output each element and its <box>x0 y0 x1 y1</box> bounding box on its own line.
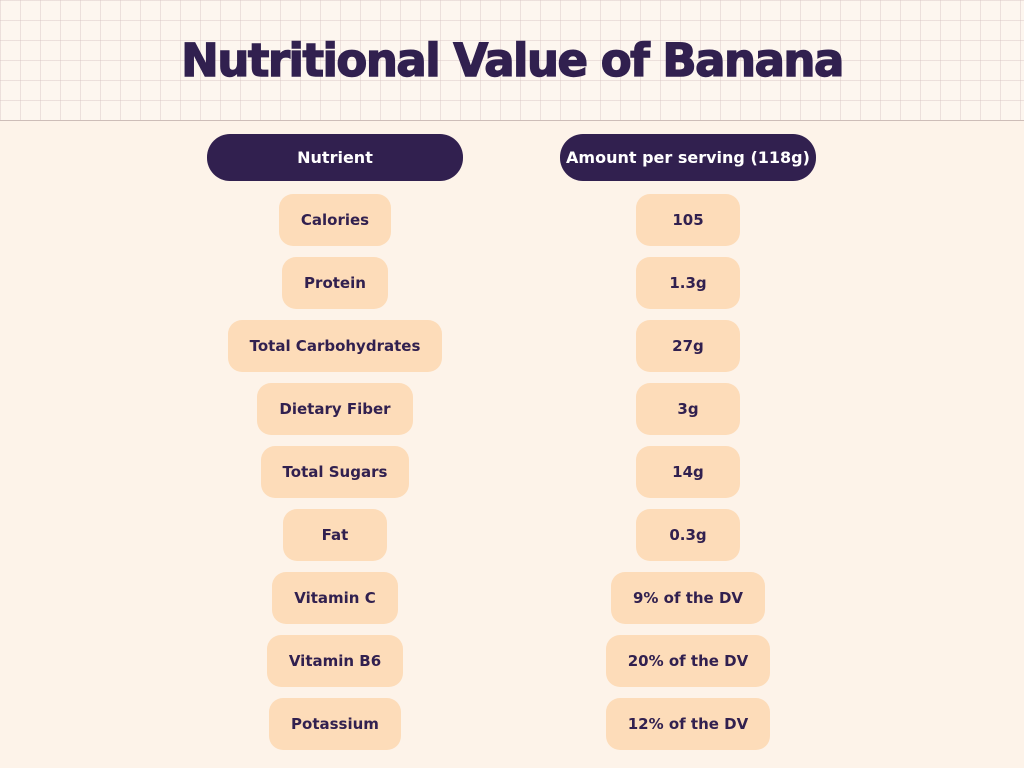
header-grid-band <box>0 0 1024 121</box>
nutrient-cell: Total Sugars <box>260 446 410 498</box>
amount-column: Amount per serving (118g) 105 1.3g 27g 3g 14… <box>560 134 816 761</box>
nutrient-column: Nutrient Calories Protein Total Carbohydra… <box>207 134 463 761</box>
nutrient-cell: Dietary Fiber <box>257 383 413 435</box>
amount-cell: 12% of the DV <box>605 698 771 750</box>
amount-cell: 3g <box>635 383 740 435</box>
nutrient-column-header: Nutrient <box>207 134 463 181</box>
nutrient-cell: Vitamin B6 <box>266 635 404 687</box>
amount-list: 105 1.3g 27g 3g 14g 0.3g 9% of the DV 20% of th… <box>605 194 771 761</box>
nutrient-list: Calories Protein Total Carbohydrates Dietar… <box>227 194 443 761</box>
nutrient-cell: Vitamin C <box>272 572 398 624</box>
nutrient-cell: Total Carbohydrates <box>227 320 443 372</box>
amount-cell: 1.3g <box>635 257 740 309</box>
amount-cell: 0.3g <box>635 509 740 561</box>
amount-cell: 20% of the DV <box>605 635 771 687</box>
nutrient-cell: Calories <box>278 194 392 246</box>
page-title: Nutritional Value of Banana <box>180 33 845 87</box>
nutrient-cell: Protein <box>282 257 388 309</box>
amount-cell: 14g <box>635 446 740 498</box>
amount-cell: 9% of the DV <box>610 572 766 624</box>
amount-cell: 27g <box>635 320 740 372</box>
amount-cell: 105 <box>635 194 740 246</box>
nutrient-cell: Fat <box>282 509 387 561</box>
nutrient-cell: Potassium <box>269 698 401 750</box>
amount-column-header: Amount per serving (118g) <box>560 134 816 181</box>
